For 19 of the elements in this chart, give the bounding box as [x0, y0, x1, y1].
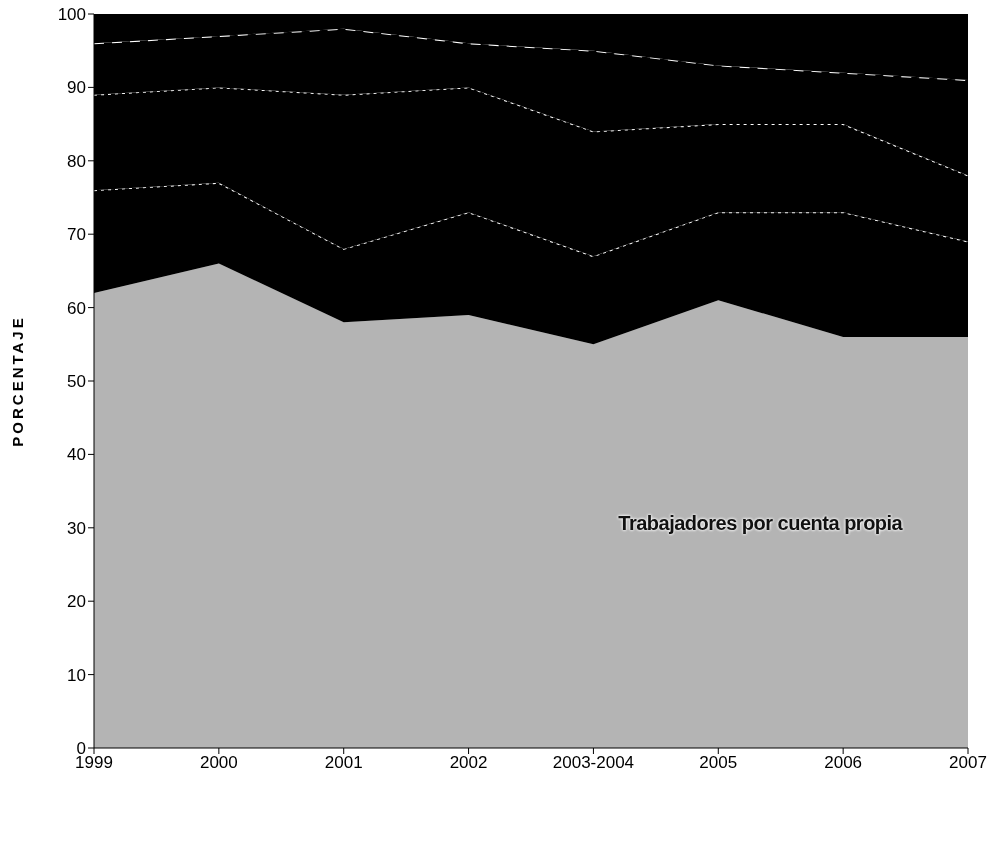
y-axis-title: PORCENTAJE	[9, 315, 27, 447]
x-tick-label: 2000	[199, 753, 238, 773]
x-tick-label: 2003-2004	[552, 753, 635, 773]
y-tick-label: 20	[67, 592, 86, 612]
y-tick-label: 30	[67, 518, 86, 538]
x-tick-label: 2002	[449, 753, 488, 773]
y-tick-label: 50	[67, 372, 86, 392]
x-tick-label: 2007	[949, 753, 987, 773]
y-tick-label: 90	[67, 78, 86, 98]
y-tick-label: 60	[67, 298, 86, 318]
y-tick-label: 70	[67, 225, 86, 245]
y-tick-label: 80	[67, 151, 86, 171]
x-tick-label: 2005	[699, 753, 738, 773]
x-tick-label: 2006	[824, 753, 863, 773]
y-tick-label: 10	[67, 665, 86, 685]
series-label: Trabajadores por cuenta propia	[618, 512, 903, 536]
y-tick-label: 100	[57, 5, 86, 25]
x-tick-label: 2001	[324, 753, 363, 773]
y-tick-label: 40	[67, 445, 86, 465]
